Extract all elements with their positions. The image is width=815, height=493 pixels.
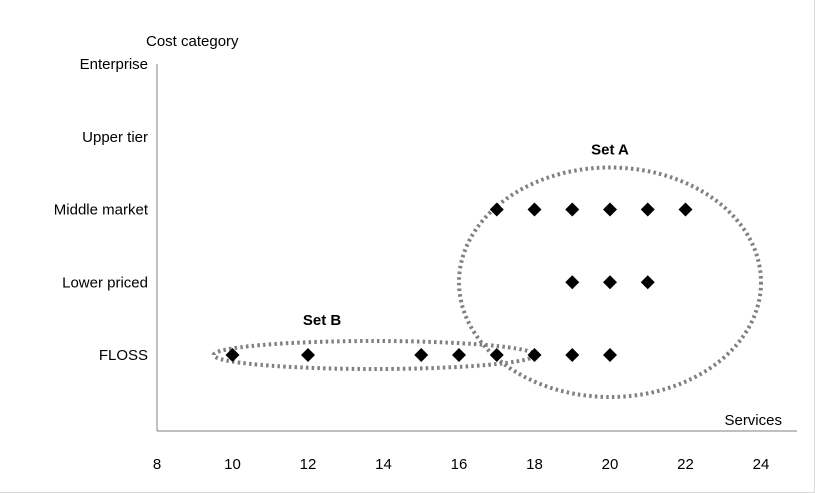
data-point — [565, 275, 580, 290]
data-point — [678, 202, 693, 217]
data-point — [603, 275, 617, 290]
x-tick-label: 14 — [375, 456, 392, 473]
set-ellipse — [457, 165, 763, 399]
x-tick-label: 10 — [224, 456, 241, 473]
set-ellipse — [211, 339, 537, 371]
data-point — [489, 348, 504, 362]
set-label: Set B — [303, 312, 342, 329]
data-point — [565, 202, 580, 217]
y-tick-label: Enterprise — [80, 56, 148, 73]
set-label: Set A — [591, 142, 629, 159]
data-point — [452, 348, 466, 362]
y-tick-label: Upper tier — [82, 129, 148, 146]
x-tick-label: 8 — [153, 456, 161, 473]
x-axis-title: Services — [724, 412, 782, 429]
x-tick-label: 20 — [602, 456, 619, 473]
x-tick-labels: 8 10 12 14 16 18 20 22 24 — [153, 456, 770, 473]
data-point — [527, 202, 542, 217]
set-annotations: Set A Set B — [211, 142, 763, 399]
y-tick-label: Middle market — [54, 202, 149, 219]
y-tick-label: FLOSS — [99, 347, 148, 364]
x-tick-label: 16 — [451, 456, 468, 473]
axes — [156, 64, 797, 432]
data-points — [225, 202, 693, 362]
data-point — [603, 202, 617, 217]
x-tick-label: 22 — [677, 456, 694, 473]
y-tick-label: Lower priced — [62, 274, 148, 291]
data-point — [527, 348, 542, 362]
data-point — [640, 275, 655, 290]
x-tick-label: 18 — [526, 456, 543, 473]
data-point — [489, 202, 504, 217]
x-tick-label: 12 — [300, 456, 317, 473]
data-point — [414, 348, 429, 362]
data-point — [640, 202, 655, 217]
data-point — [301, 348, 315, 362]
data-point — [603, 348, 617, 362]
y-tick-labels: FLOSS Lower priced Middle market Upper tier… — [54, 56, 149, 364]
y-axis-title: Cost category — [146, 33, 239, 50]
x-tick-label: 24 — [753, 456, 770, 473]
data-point — [225, 348, 240, 362]
data-point — [565, 348, 580, 362]
